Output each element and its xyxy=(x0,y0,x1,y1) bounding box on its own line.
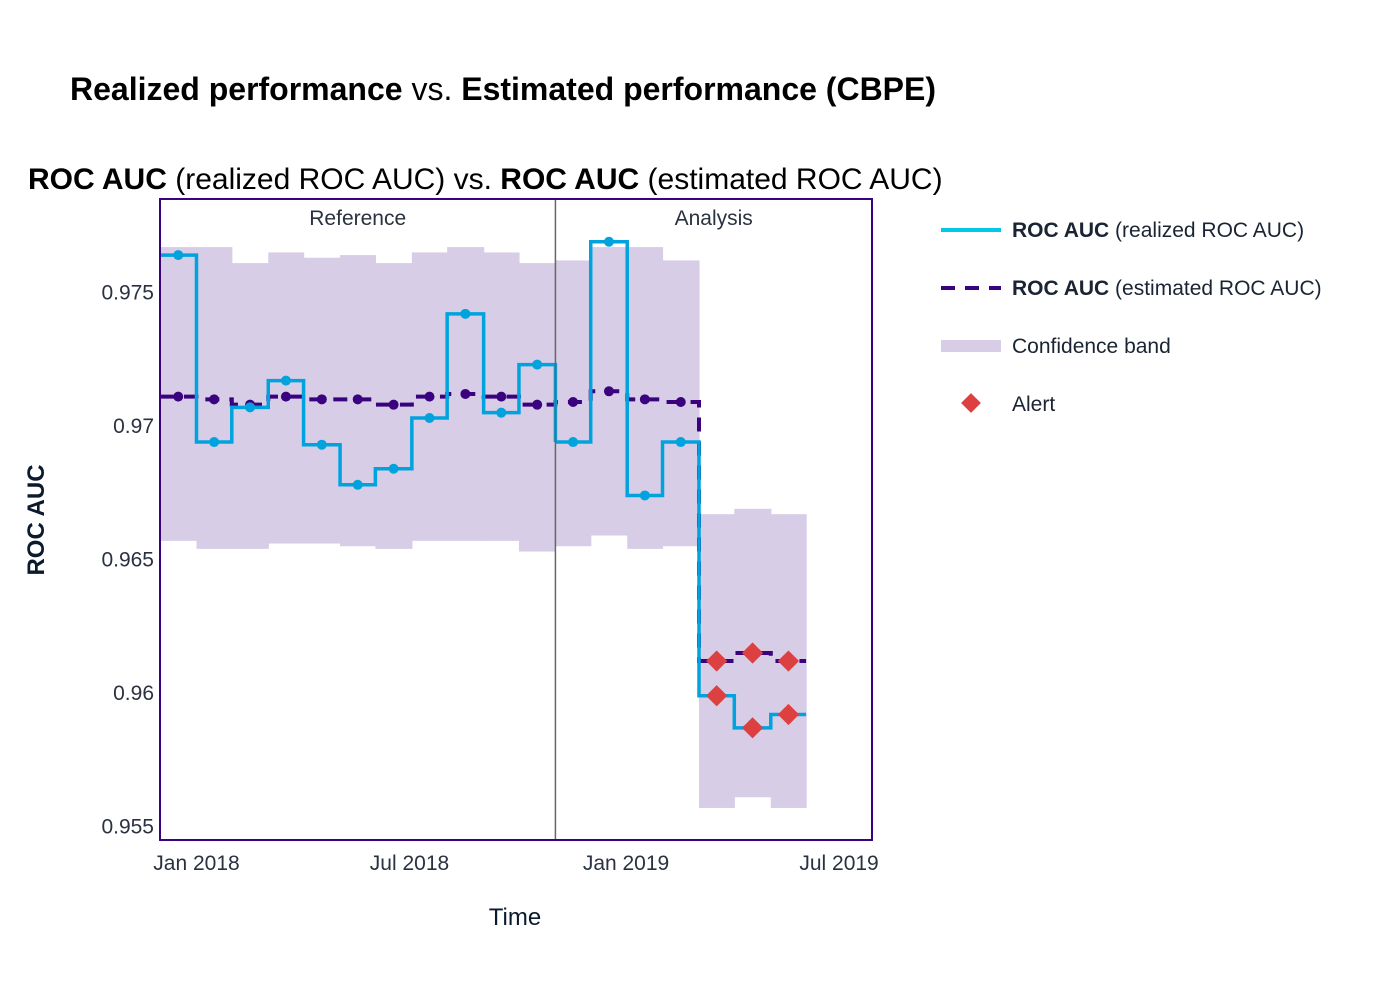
realized-point xyxy=(603,236,614,247)
y-tick-label: 0.955 xyxy=(101,816,154,839)
chart-subtitle: ROC AUC (realized ROC AUC) vs. ROC AUC (… xyxy=(28,163,943,196)
plot-frame xyxy=(159,198,873,841)
x-tick-label: Jul 2019 xyxy=(799,852,878,875)
realized-point xyxy=(568,437,579,448)
legend-alert-swatch xyxy=(961,393,981,413)
realized-point xyxy=(173,250,184,261)
x-tick-label: Jan 2019 xyxy=(583,852,669,875)
estimated-point xyxy=(568,396,579,407)
alert-marker-realized xyxy=(777,703,800,726)
x-axis-title: Time xyxy=(489,904,541,931)
estimated-point xyxy=(460,388,471,399)
realized-point xyxy=(316,439,327,450)
realized-point xyxy=(209,437,220,448)
legend-estimated-label: ROC AUC (estimated ROC AUC) xyxy=(1012,277,1322,300)
estimated-point xyxy=(532,399,543,410)
estimated-point xyxy=(424,391,435,402)
realized-point xyxy=(245,402,256,413)
period-label-analysis: Analysis xyxy=(675,207,753,230)
alert-marker-estimated xyxy=(777,650,800,672)
y-tick-label: 0.975 xyxy=(101,281,154,304)
legend-band-swatch xyxy=(941,340,1001,352)
realized-point xyxy=(460,308,471,319)
realized-point xyxy=(424,413,435,424)
realized-point xyxy=(639,490,650,501)
legend-realized-label: ROC AUC (realized ROC AUC) xyxy=(1012,219,1304,242)
realized-point xyxy=(280,375,291,386)
x-tick-label: Jan 2018 xyxy=(153,852,239,875)
estimated-point xyxy=(496,391,507,402)
estimated-point xyxy=(352,394,363,405)
realized-point xyxy=(496,407,507,418)
y-tick-label: 0.965 xyxy=(101,549,154,572)
alert-marker-estimated xyxy=(706,650,728,672)
estimated-point xyxy=(173,391,184,402)
y-tick-label: 0.96 xyxy=(113,682,154,705)
alert-marker-realized xyxy=(706,685,728,707)
legend: ROC AUC (realized ROC AUC) ROC AUC (esti… xyxy=(941,219,1322,416)
estimated-point xyxy=(388,399,399,410)
estimated-point xyxy=(603,386,614,397)
realized-point xyxy=(388,463,399,474)
x-tick-label: Jul 2018 xyxy=(370,852,449,875)
alert-marker-estimated xyxy=(741,642,764,664)
realized-series-line-reference xyxy=(160,253,558,487)
realized-point xyxy=(675,437,686,448)
estimated-point xyxy=(280,391,291,402)
legend-band-label: Confidence band xyxy=(1012,335,1171,358)
period-label-reference: Reference xyxy=(309,207,406,230)
estimated-point xyxy=(639,394,650,405)
estimated-point xyxy=(209,394,220,405)
estimated-point xyxy=(316,394,327,405)
y-axis-title: ROC AUC xyxy=(23,464,50,575)
estimated-point xyxy=(675,396,686,407)
alert-marker-realized xyxy=(741,717,764,739)
plot-area: Reference Analysis 0.955 0.96 0.965 0.97 0.975… xyxy=(101,198,879,875)
chart-title: Realized performance vs. Estimated perfo… xyxy=(70,71,936,107)
realized-point xyxy=(532,359,543,370)
realized-point xyxy=(352,479,363,490)
y-tick-label: 0.97 xyxy=(113,415,154,438)
legend-alert-label: Alert xyxy=(1012,393,1055,416)
